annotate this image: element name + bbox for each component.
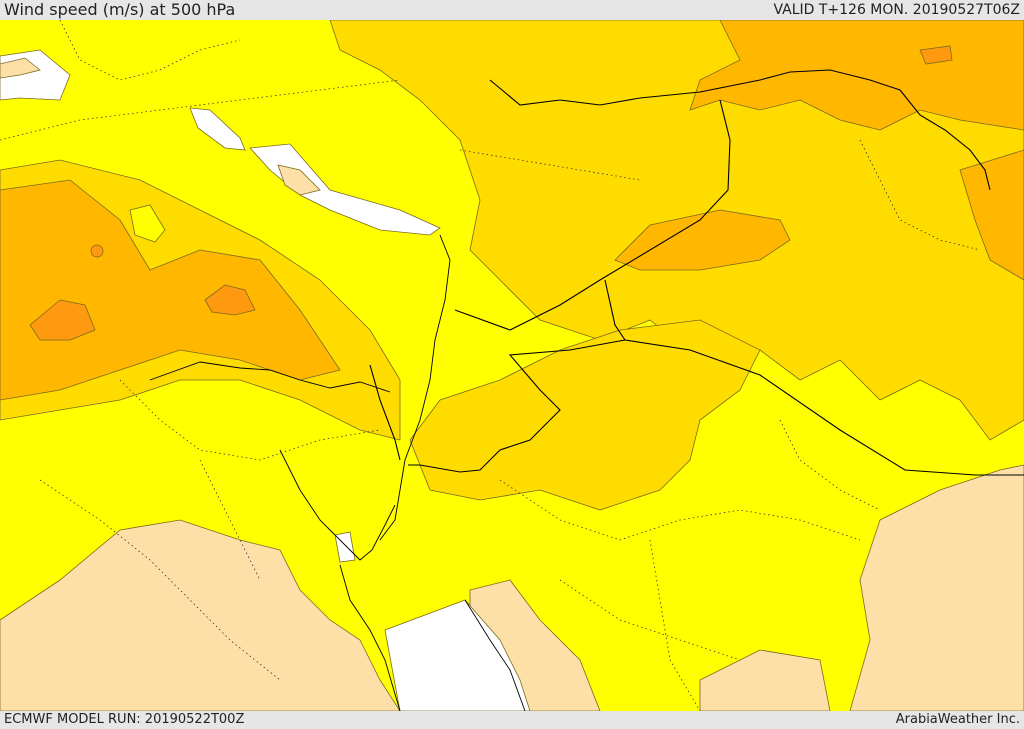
header-bar: Wind speed (m/s) at 500 hPa VALID T+126 … xyxy=(0,0,1024,20)
model-run-label: ECMWF MODEL RUN: 20190522T00Z xyxy=(4,712,245,727)
admin-boundaries xyxy=(0,20,981,711)
border-iraq-jordan-saudi xyxy=(604,279,1024,476)
amber-region-east xyxy=(959,149,1024,281)
border-egypt-israel xyxy=(369,364,401,461)
credit-label: ArabiaWeather Inc. xyxy=(895,712,1020,727)
orange-spot-northeast xyxy=(919,45,953,65)
orange-spot-west-1 xyxy=(29,299,96,341)
footer-bar: ECMWF MODEL RUN: 20190522T00Z ArabiaWeat… xyxy=(0,711,1024,729)
peach-spot-cyprus xyxy=(277,164,321,196)
peach-spot-nw xyxy=(0,57,41,79)
border-jordan-saudi xyxy=(408,339,626,473)
coastline-turkey-south xyxy=(149,361,391,393)
coastline-red-sea-west xyxy=(339,564,401,711)
amber-region-west xyxy=(0,179,341,401)
yellow-pocket-west xyxy=(129,204,166,243)
amber-region-central xyxy=(614,209,791,271)
valid-time-label: VALID T+126 MON. 20190527T06Z xyxy=(773,2,1020,18)
peach-region-southeast xyxy=(849,464,1024,711)
peach-region-south-2 xyxy=(699,649,831,711)
border-syria-iraq xyxy=(454,99,731,331)
coastline-sinai-gulf xyxy=(279,449,396,561)
peach-region-southwest xyxy=(0,519,401,711)
coastline-levant xyxy=(379,234,451,541)
orange-spot-west-3 xyxy=(90,244,104,258)
border-turkey-syria-iraq xyxy=(489,69,991,191)
coastline-red-sea-east xyxy=(464,599,526,711)
orange-spot-west-2 xyxy=(204,284,256,316)
map-title: Wind speed (m/s) at 500 hPa xyxy=(4,0,236,19)
gold-region-central xyxy=(409,319,761,511)
wind-speed-map xyxy=(0,20,1024,711)
white-area-aegean xyxy=(189,107,246,151)
